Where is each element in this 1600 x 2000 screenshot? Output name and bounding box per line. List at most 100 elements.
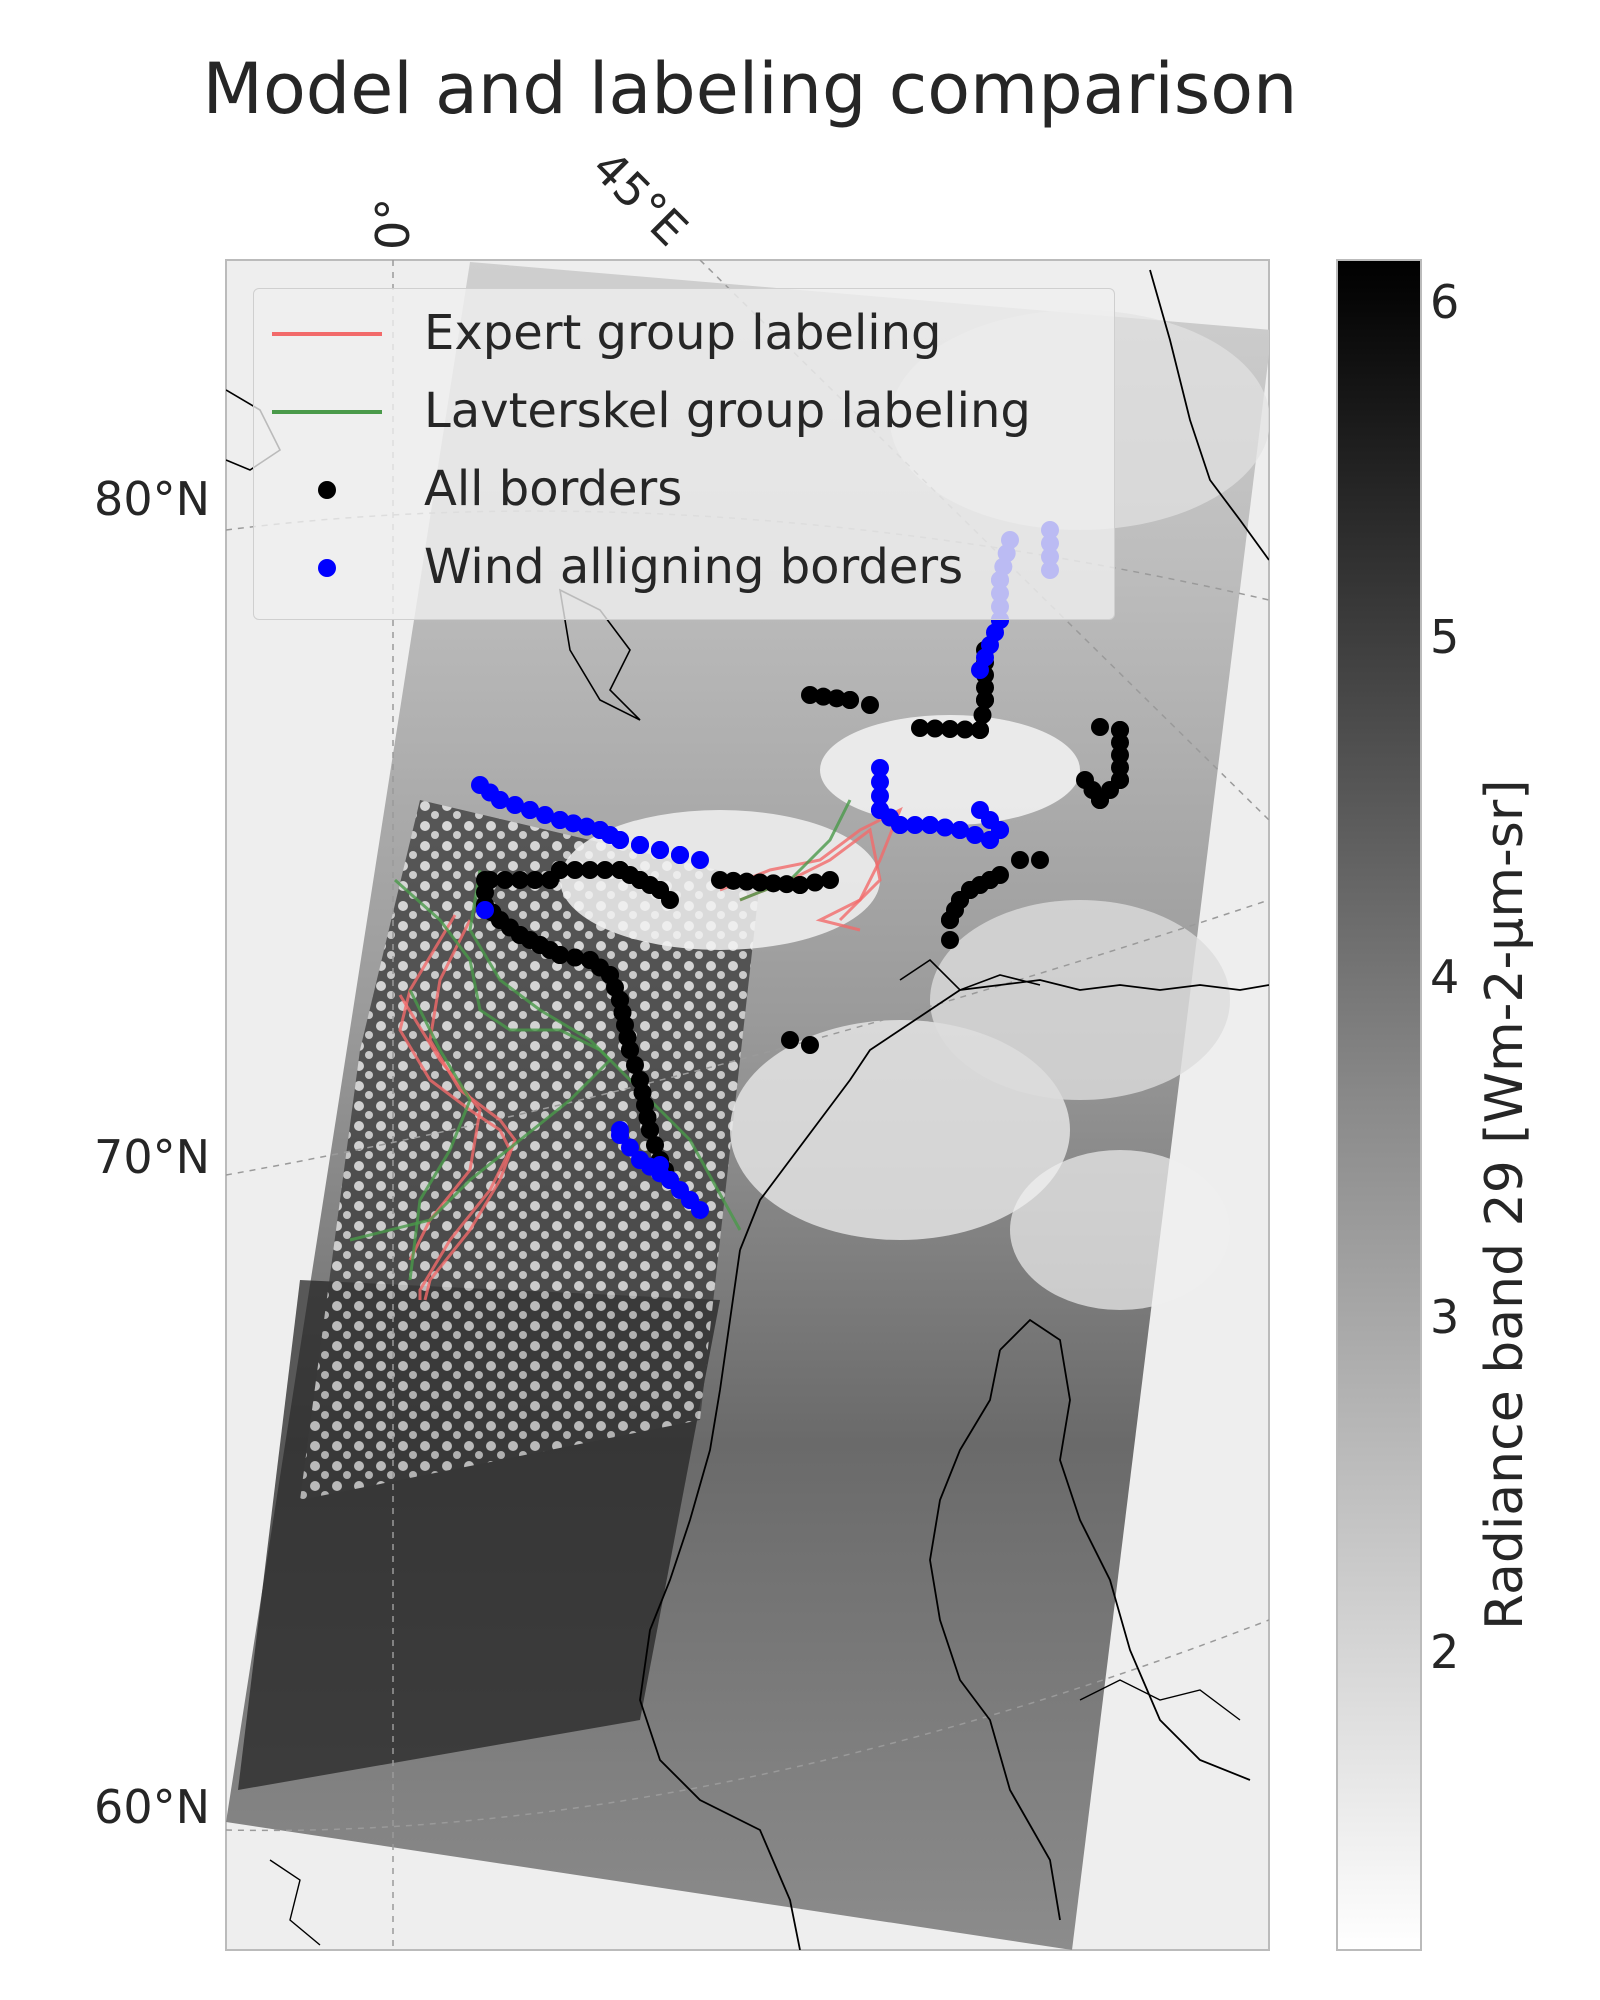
wind-aligning-border-point <box>691 1201 709 1219</box>
coastline-uk <box>269 1859 321 1946</box>
colorbar-label: Radiance band 29 [Wm-2-µm-sr] <box>1475 779 1535 1630</box>
cloud-mass <box>1010 1150 1230 1310</box>
wind-aligning-border-point <box>631 836 649 854</box>
all-borders-point <box>791 876 809 894</box>
colorbar-tick-2: 2 <box>1430 1625 1460 1679</box>
all-borders-point <box>1111 733 1129 752</box>
all-borders-point <box>724 871 743 890</box>
all-borders-point <box>971 721 989 739</box>
coastline-sweden-finland <box>929 1318 1251 1921</box>
legend-item-wind-borders: Wind alligning borders <box>254 537 1114 597</box>
legend: Expert group labeling Lavterskel group l… <box>253 288 1115 620</box>
legend-item-lavterskel: Lavterskel group labeling <box>254 381 1114 441</box>
colorbar-tick-4: 4 <box>1430 950 1460 1004</box>
all-borders-point <box>551 861 569 879</box>
wind-aligning-border-point <box>906 816 924 834</box>
legend-swatch-black-dot <box>318 481 336 499</box>
wind-aligning-border-point <box>506 796 524 814</box>
all-borders-point <box>806 873 824 892</box>
wind-aligning-border-point <box>611 1121 629 1139</box>
lavterskel-line <box>349 869 613 1242</box>
wind-aligning-border-point <box>871 759 889 777</box>
all-borders-point <box>777 875 796 894</box>
wind-aligning-border-point <box>691 851 709 869</box>
wind-aligning-borders-points <box>471 521 1059 1219</box>
legend-swatch-blue-dot <box>318 559 336 577</box>
all-borders-point <box>1031 851 1049 869</box>
all-borders-point <box>956 720 974 739</box>
all-borders-point <box>711 871 729 889</box>
all-borders-point <box>481 871 499 889</box>
all-borders-point <box>511 871 529 889</box>
wind-aligning-border-point <box>651 841 669 859</box>
colorbar <box>1336 259 1422 1951</box>
lavterskel-line <box>408 989 472 1281</box>
all-borders-point <box>911 719 929 737</box>
all-borders-point <box>941 911 959 929</box>
colorbar-tick-6: 6 <box>1430 275 1460 329</box>
wind-aligning-border-point <box>951 821 969 839</box>
legend-item-all-borders: All borders <box>254 459 1114 519</box>
cloud-mass <box>930 900 1230 1100</box>
all-borders-point <box>764 874 783 893</box>
all-borders-points <box>476 641 1129 1189</box>
expert-labeling-lines <box>398 806 903 1301</box>
colorbar-tick-5: 5 <box>1430 610 1460 664</box>
all-borders-point <box>801 1036 819 1054</box>
wind-aligning-border-point <box>971 801 989 819</box>
coastline-novaya-zemlya <box>1149 269 1269 561</box>
lavterskel-labeling-lines <box>349 799 852 1281</box>
all-borders-point <box>496 871 514 889</box>
legend-label: All borders <box>424 461 683 517</box>
all-borders-point <box>641 1121 659 1139</box>
all-borders-point <box>566 861 584 879</box>
wind-aligning-border-point <box>491 791 509 809</box>
all-borders-point <box>976 691 994 709</box>
lat-label-80: 80°N <box>94 472 210 526</box>
legend-label: Expert group labeling <box>424 305 942 361</box>
all-borders-point <box>551 946 569 964</box>
lon-label-0: 0° <box>366 197 420 250</box>
all-borders-point <box>661 891 679 909</box>
legend-label: Wind alligning borders <box>424 539 964 595</box>
all-borders-point <box>821 871 839 889</box>
all-borders-point <box>596 861 614 879</box>
wind-aligning-border-point <box>671 846 689 864</box>
all-borders-point <box>814 687 833 706</box>
lavterskel-line <box>739 799 852 902</box>
all-borders-point <box>566 948 584 967</box>
all-borders-point <box>941 720 959 738</box>
all-borders-point <box>841 691 859 709</box>
all-borders-point <box>941 931 959 949</box>
all-borders-point <box>646 1136 664 1154</box>
wind-aligning-border-point <box>621 1138 639 1157</box>
all-borders-point <box>976 678 994 697</box>
legend-label: Lavterskel group labeling <box>424 383 1031 439</box>
all-borders-point <box>973 706 992 724</box>
cloud-cells <box>300 800 760 1500</box>
lat-label-70: 70°N <box>94 1130 210 1184</box>
expert-line <box>398 994 482 1261</box>
all-borders-point <box>621 1041 639 1059</box>
all-borders-point <box>801 686 819 704</box>
wind-aligning-border-point <box>651 1156 669 1174</box>
legend-item-expert: Expert group labeling <box>254 303 1114 363</box>
wind-aligning-border-point <box>891 816 909 834</box>
legend-swatch-red-line <box>272 332 382 336</box>
all-borders-point <box>626 1056 644 1074</box>
all-borders-point <box>751 873 769 892</box>
wind-aligning-border-point <box>936 818 954 837</box>
lat-label-60: 60°N <box>94 1780 210 1834</box>
coastline-baltic <box>1079 1679 1241 1721</box>
wind-aligning-border-point <box>966 826 984 844</box>
all-borders-point <box>827 689 846 708</box>
all-borders-point <box>926 719 944 738</box>
wind-aligning-border-point <box>476 901 494 919</box>
all-borders-point <box>781 1031 799 1049</box>
wind-aligning-border-point <box>611 831 629 849</box>
all-borders-point <box>737 872 756 891</box>
all-borders-point <box>1111 746 1129 764</box>
all-borders-point <box>526 871 544 889</box>
expert-line <box>423 919 517 1301</box>
